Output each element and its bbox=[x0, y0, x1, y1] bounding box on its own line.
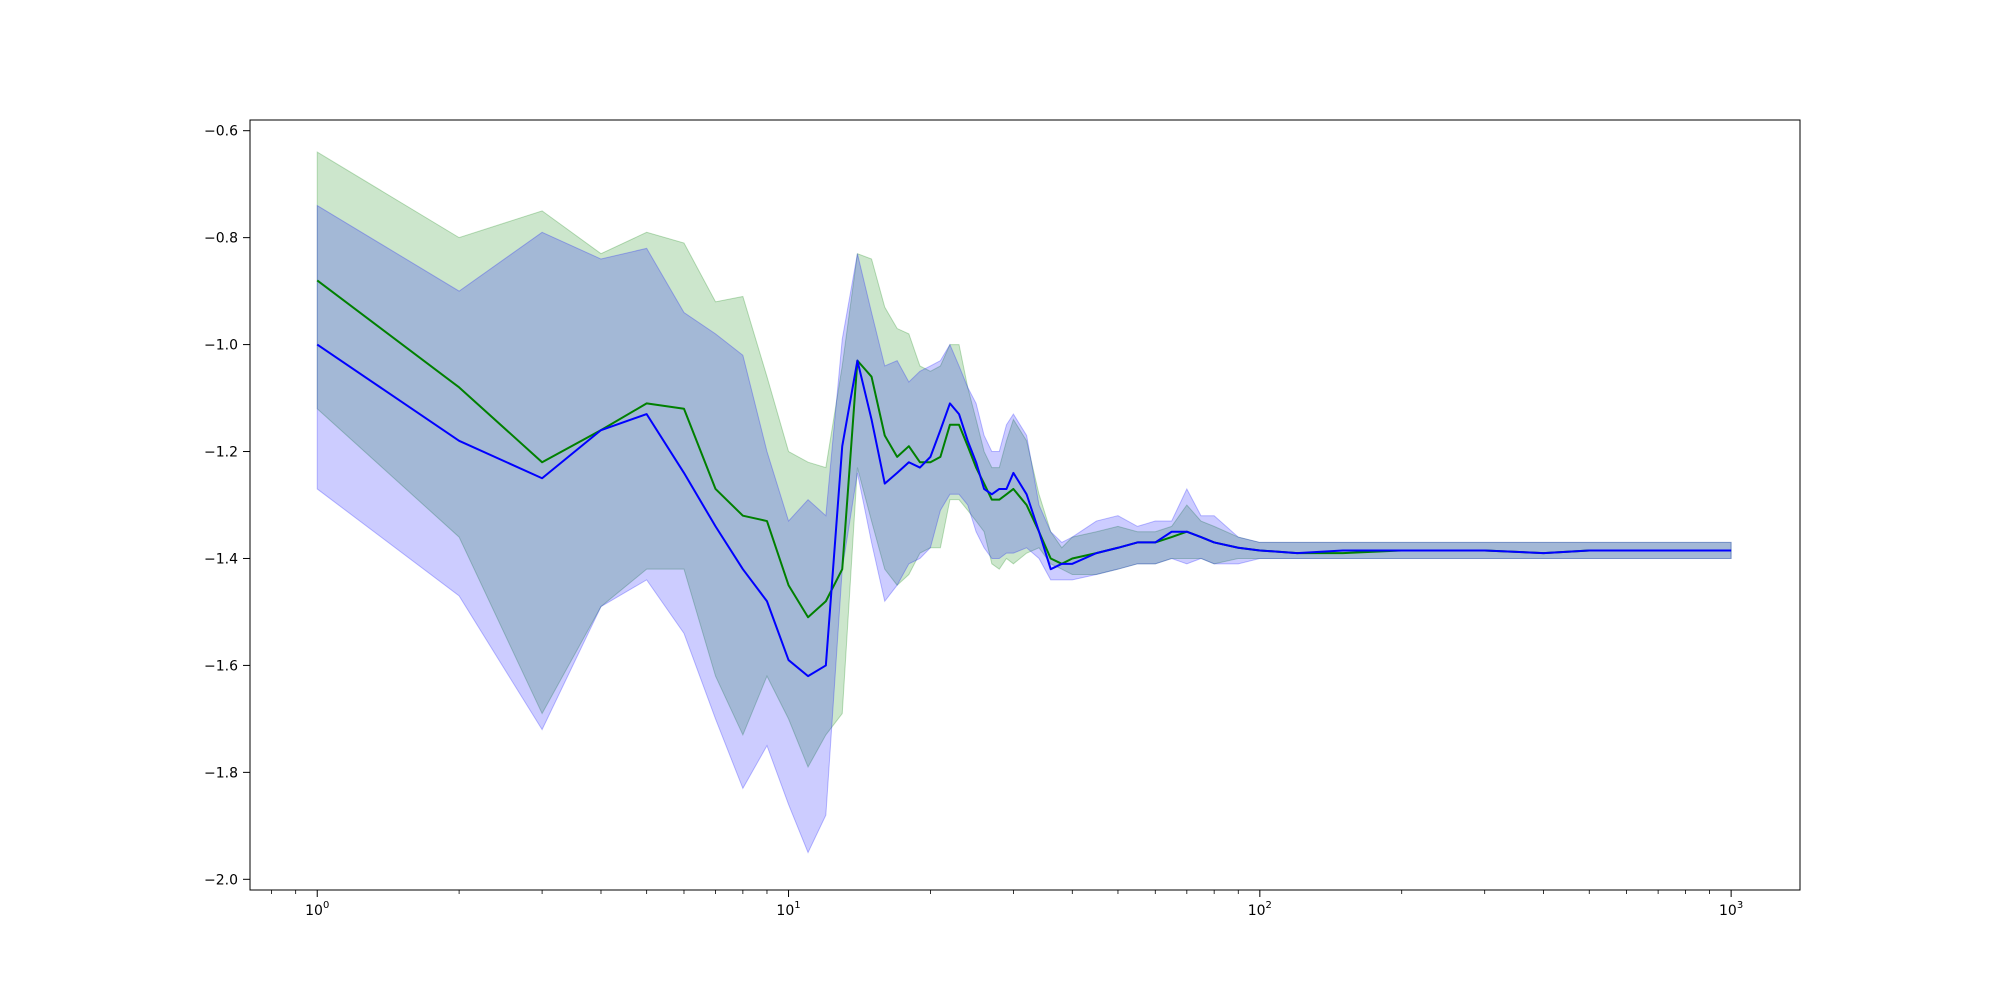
y-tick-label: −2.0 bbox=[204, 872, 238, 888]
x-tick-label: 101 bbox=[776, 900, 800, 919]
series-lines bbox=[316, 279, 1732, 678]
series-2-line bbox=[316, 343, 1732, 678]
x-axis: 100 101 102 103 bbox=[271, 890, 1743, 919]
y-tick-label: −1.4 bbox=[204, 551, 238, 567]
confidence-bands bbox=[316, 151, 1732, 854]
plot-area-background bbox=[250, 120, 1800, 890]
y-tick-label: −0.6 bbox=[204, 124, 238, 140]
y-tick-label: −1.2 bbox=[204, 445, 238, 461]
y-tick-label: −0.8 bbox=[204, 231, 238, 247]
y-tick-label: −1.8 bbox=[204, 765, 238, 781]
series-1-band bbox=[316, 151, 1732, 769]
series-2-band bbox=[316, 204, 1732, 854]
x-tick-label: 100 bbox=[305, 900, 329, 919]
x-tick-label: 103 bbox=[1719, 900, 1743, 919]
y-axis: −0.6 −0.8 −1.0 −1.2 −1.4 −1.6 −1.8 −2.0 bbox=[204, 124, 250, 888]
plot-frame bbox=[249, 119, 1801, 891]
y-tick-label: −1.6 bbox=[204, 658, 238, 674]
x-tick-label: 102 bbox=[1248, 900, 1272, 919]
y-tick-label: −1.0 bbox=[204, 338, 238, 354]
